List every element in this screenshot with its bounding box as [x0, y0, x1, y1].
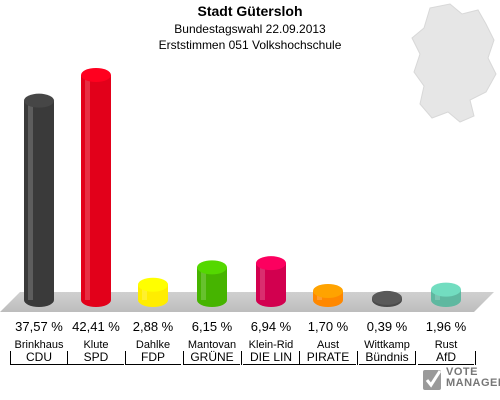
- bar-top: [138, 277, 168, 292]
- bar-afd: [431, 282, 461, 307]
- candidate-label: Mantovan: [187, 339, 237, 351]
- candidate-label: Rust: [434, 339, 458, 351]
- bar-cdu: [24, 93, 54, 307]
- checkmark-icon: [423, 370, 442, 390]
- logo-line-1: VOTE: [446, 366, 478, 378]
- bar-highlight: [201, 267, 206, 300]
- bar-top: [256, 256, 286, 271]
- value-label: 2,88 %: [132, 319, 174, 334]
- party-label: AfD: [418, 350, 474, 365]
- value-label: 1,70 %: [307, 319, 349, 334]
- bar-piraten: [313, 283, 343, 307]
- bar-grüne: [197, 260, 227, 307]
- label-separator: [241, 351, 242, 365]
- party-label: PIRATE: [300, 350, 356, 365]
- bar-top: [24, 93, 54, 108]
- value-label: 6,15 %: [191, 319, 233, 334]
- bar-body: [256, 263, 286, 307]
- value-label: 6,94 %: [250, 319, 292, 334]
- bar-die-linke: [256, 256, 286, 307]
- bar-spd: [81, 68, 111, 307]
- bar-highlight: [28, 100, 33, 300]
- value-label: 1,96 %: [425, 319, 467, 334]
- label-separator: [415, 351, 416, 365]
- label-separator: [183, 351, 184, 365]
- chart-subtitle: Bundestagswahl 22.09.2013: [174, 22, 326, 36]
- value-label: 37,57 %: [15, 319, 63, 334]
- label-separator: [67, 351, 68, 365]
- votemanager-logo: VOTE MANAGER: [422, 366, 500, 396]
- logo-line-2: MANAGER: [446, 377, 500, 389]
- bar-highlight: [85, 75, 90, 300]
- bar-top: [197, 260, 227, 275]
- chart-floor: [0, 292, 494, 312]
- label-separator: [10, 351, 11, 365]
- candidate-label: Wittkamp: [364, 339, 410, 351]
- bar-top: [372, 290, 402, 305]
- label-separator: [357, 351, 358, 365]
- label-separator: [125, 351, 126, 365]
- candidate-label: Brinkhaus: [14, 339, 64, 351]
- candidate-label: Aust: [316, 339, 339, 351]
- party-label: DIE LIN: [243, 350, 299, 365]
- bar-body: [81, 75, 111, 307]
- chart-title: Stadt Gütersloh: [197, 3, 303, 19]
- candidate-label: Dahlke: [135, 339, 171, 351]
- value-label: 42,41 %: [72, 319, 120, 334]
- bar-highlight: [142, 284, 147, 300]
- bar-top: [81, 68, 111, 82]
- party-label: CDU: [11, 350, 67, 365]
- value-label: 0,39 %: [366, 319, 408, 334]
- bar-top: [431, 282, 461, 297]
- bar-top: [313, 283, 343, 298]
- party-label: Bündnis: [359, 350, 415, 365]
- party-label: GRÜNE: [184, 350, 240, 365]
- bar-body: [197, 267, 227, 307]
- bar-body: [24, 100, 54, 307]
- party-label: FDP: [125, 350, 181, 365]
- party-label: SPD: [68, 350, 124, 365]
- label-separator: [299, 351, 300, 365]
- bar-highlight: [260, 263, 265, 300]
- bar-fdp: [138, 277, 168, 307]
- candidate-label: Klute: [83, 339, 109, 351]
- label-separator: [475, 351, 476, 365]
- bar-bündnis: [372, 290, 402, 307]
- candidate-label: Klein-Rid: [248, 339, 294, 351]
- chart-subtitle-2: Erststimmen 051 Volkshochschule: [158, 38, 342, 52]
